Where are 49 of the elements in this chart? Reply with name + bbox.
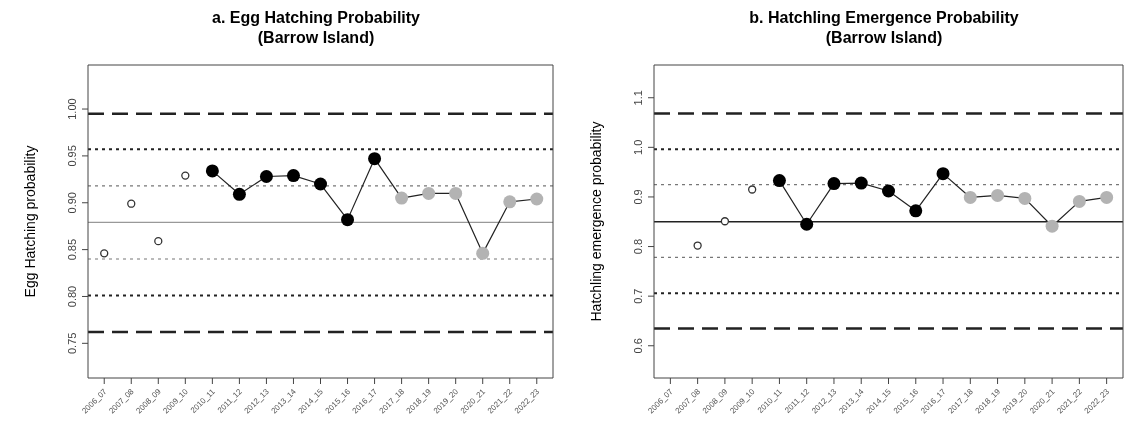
point bbox=[154, 237, 163, 246]
point bbox=[127, 199, 136, 208]
point bbox=[991, 188, 1005, 202]
point bbox=[232, 187, 246, 201]
y-tick-label: 0.6 bbox=[632, 338, 644, 354]
point bbox=[205, 164, 219, 178]
chart-title: b. Hatchling Emergence Probability (Barrow Island) bbox=[748, 8, 1020, 48]
y-tick-label: 0.85 bbox=[66, 238, 78, 261]
point bbox=[341, 213, 355, 227]
chart-title: a. Egg Hatching Probability (Barrow Island) bbox=[211, 8, 421, 48]
point bbox=[368, 152, 382, 166]
point bbox=[748, 185, 757, 194]
point bbox=[314, 177, 327, 191]
point bbox=[503, 195, 517, 209]
point bbox=[936, 167, 950, 181]
y-tick-label: 0.7 bbox=[632, 288, 644, 304]
point bbox=[1072, 194, 1086, 208]
point bbox=[1018, 191, 1032, 205]
y-tick-label: 0.8 bbox=[632, 238, 644, 255]
y-axis-title: Hatchling emergence probability bbox=[587, 121, 604, 322]
point bbox=[1045, 219, 1059, 233]
point bbox=[181, 171, 190, 180]
point bbox=[100, 249, 109, 258]
point bbox=[1100, 190, 1114, 204]
point bbox=[422, 186, 436, 200]
point bbox=[854, 176, 868, 190]
point bbox=[693, 241, 702, 250]
point bbox=[395, 191, 409, 205]
point bbox=[476, 246, 490, 260]
point bbox=[720, 217, 730, 226]
point bbox=[963, 190, 977, 204]
point bbox=[772, 174, 786, 188]
y-tick-label: 1.0 bbox=[632, 139, 644, 155]
y-axis-title: Egg Hatching probability bbox=[21, 145, 38, 298]
point bbox=[909, 204, 923, 218]
y-tick-label: 0.75 bbox=[66, 332, 78, 355]
y-tick-label: 0.95 bbox=[66, 145, 78, 167]
point bbox=[800, 217, 814, 231]
y-tick-label: 0.90 bbox=[66, 192, 78, 214]
point bbox=[530, 192, 544, 206]
point bbox=[882, 184, 895, 198]
y-tick-label: 1.1 bbox=[632, 90, 644, 106]
point bbox=[259, 170, 273, 184]
y-tick-label: 0.80 bbox=[66, 285, 78, 308]
point bbox=[449, 186, 463, 200]
point bbox=[827, 177, 841, 191]
y-tick-label: 0.9 bbox=[632, 189, 644, 205]
point bbox=[286, 169, 300, 183]
y-tick-label: 1.00 bbox=[66, 98, 78, 120]
